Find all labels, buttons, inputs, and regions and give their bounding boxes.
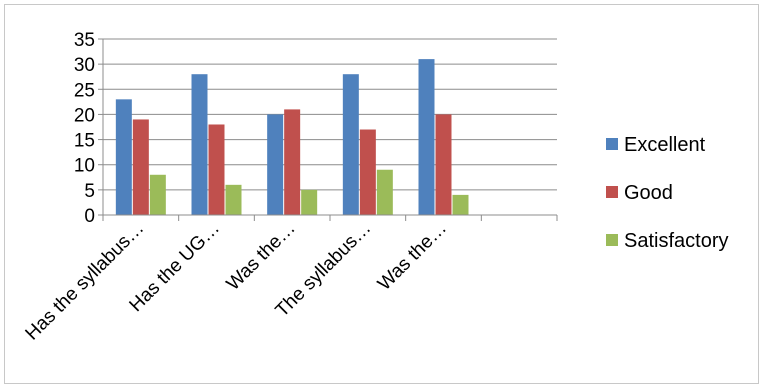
bar-excellent-4 [343, 74, 359, 215]
bar-good-3 [284, 109, 300, 215]
bar-good-1 [133, 119, 149, 215]
bar-good-2 [209, 124, 225, 215]
legend-swatch-satisfactory [606, 234, 618, 246]
bar-satisfactory-4 [377, 170, 393, 215]
gridlines [103, 39, 557, 215]
legend: Excellent Good Satisfactory [606, 134, 728, 252]
bar-good-5 [436, 114, 452, 215]
y-tick-label: 30 [74, 55, 95, 76]
y-tick-label: 25 [74, 80, 95, 101]
bar-excellent-5 [419, 59, 435, 215]
bar-good-4 [360, 130, 376, 215]
bar-satisfactory-5 [453, 195, 469, 215]
bar-satisfactory-2 [226, 185, 242, 215]
y-tick-label: 10 [74, 156, 95, 177]
y-tick-labels: 0 5 10 15 20 25 30 35 [74, 30, 95, 227]
y-tick-label: 20 [74, 105, 95, 126]
x-tick-label: Has the syllabus… [22, 218, 149, 345]
legend-label-excellent: Excellent [624, 134, 706, 156]
legend-label-satisfactory: Satisfactory [624, 230, 728, 252]
legend-label-good: Good [624, 182, 673, 204]
legend-swatch-good [606, 186, 618, 198]
x-tick-label: Was the… [223, 218, 300, 295]
y-tick-label: 35 [74, 30, 95, 51]
bars [116, 59, 469, 215]
axes [98, 39, 557, 221]
x-tick-labels: Has the syllabus…Has the UG…Was the…The … [22, 218, 452, 345]
bar-excellent-1 [116, 99, 132, 215]
x-tick-label: Was the… [374, 218, 451, 295]
y-tick-label: 5 [84, 181, 95, 202]
legend-swatch-excellent [606, 138, 618, 150]
bar-excellent-2 [192, 74, 208, 215]
bar-excellent-3 [267, 114, 283, 215]
bar-satisfactory-3 [301, 190, 317, 215]
y-tick-label: 0 [84, 206, 95, 227]
y-tick-label: 15 [74, 131, 95, 152]
bar-satisfactory-1 [150, 175, 166, 215]
